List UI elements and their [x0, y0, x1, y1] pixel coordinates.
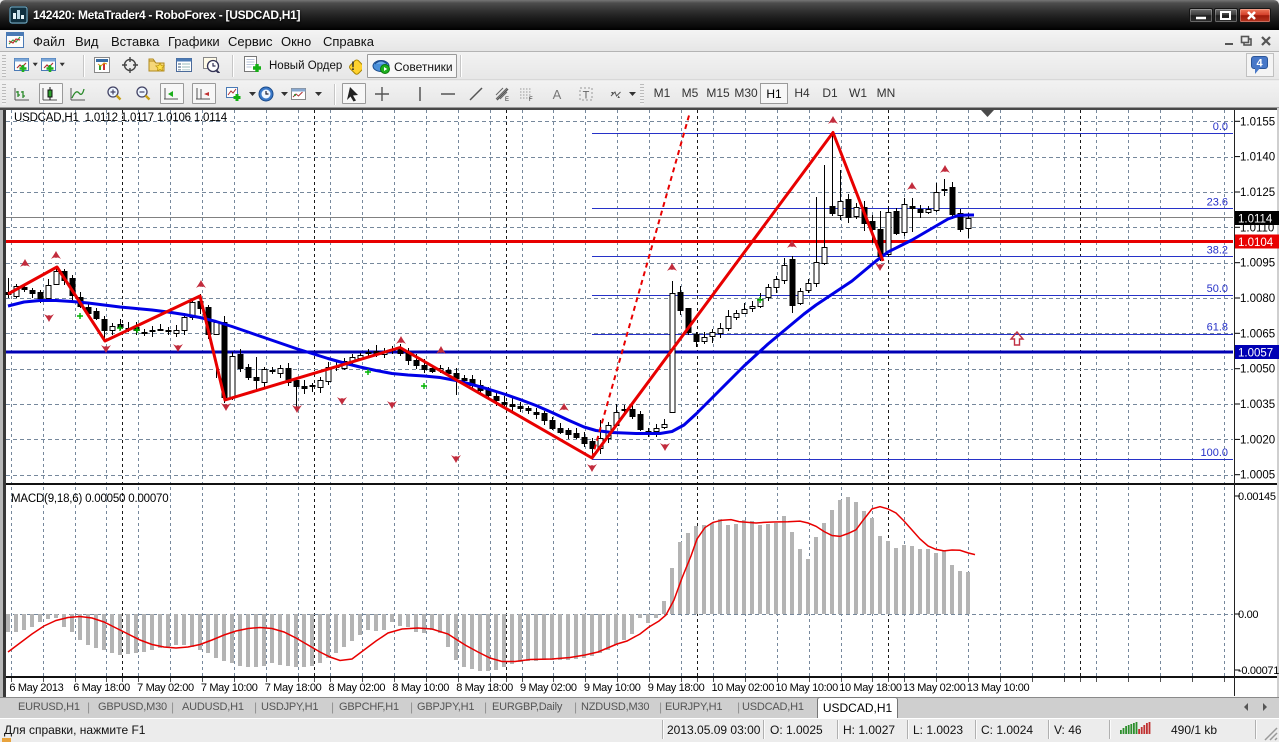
svg-text:100.0: 100.0	[1200, 447, 1228, 459]
svg-text:9 May 02:00: 9 May 02:00	[520, 682, 577, 694]
svg-text:0.0: 0.0	[1213, 121, 1228, 133]
svg-text:8 May 18:00: 8 May 18:00	[456, 682, 513, 694]
svg-text:1.0114: 1.0114	[1238, 214, 1273, 226]
svg-text:0.00: 0.00	[1238, 609, 1258, 621]
svg-text:0.00145: 0.00145	[1238, 491, 1276, 503]
svg-text:!: !	[351, 59, 355, 73]
svg-text:10 May 10:00: 10 May 10:00	[775, 682, 838, 694]
svg-text:1.0140: 1.0140	[1240, 152, 1275, 164]
svg-text:8 May 02:00: 8 May 02:00	[329, 682, 386, 694]
svg-text:1.0057: 1.0057	[1238, 348, 1273, 360]
svg-text:13 May 02:00: 13 May 02:00	[903, 682, 966, 694]
svg-text:7 May 18:00: 7 May 18:00	[265, 682, 322, 694]
svg-text:1.0050: 1.0050	[1240, 364, 1275, 376]
svg-text:10 May 18:00: 10 May 18:00	[839, 682, 902, 694]
svg-text:1.0125: 1.0125	[1240, 187, 1275, 199]
svg-text:A: A	[553, 87, 562, 102]
svg-text:1.0005: 1.0005	[1240, 470, 1275, 482]
svg-text:MACD(9,18,6) 0.00050 0.00070: MACD(9,18,6) 0.00050 0.00070	[11, 493, 168, 505]
svg-text:1.0110: 1.0110	[1240, 222, 1274, 234]
svg-text:61.8: 61.8	[1207, 322, 1228, 334]
svg-text:9 May 10:00: 9 May 10:00	[584, 682, 641, 694]
svg-text:9 May 18:00: 9 May 18:00	[648, 682, 705, 694]
svg-text:6 May 2013: 6 May 2013	[9, 682, 63, 694]
svg-text:USDCAD,H1 1.0112 1.0117 1.010: USDCAD,H1 1.0112 1.0117 1.0106 1.0114	[14, 112, 228, 124]
svg-text:7 May 10:00: 7 May 10:00	[201, 682, 258, 694]
svg-text:-0.00071: -0.00071	[1238, 665, 1279, 677]
svg-text:1.0020: 1.0020	[1240, 434, 1275, 446]
svg-text:1.0104: 1.0104	[1238, 237, 1274, 249]
svg-text:1.0155: 1.0155	[1240, 116, 1275, 128]
svg-text:7 May 02:00: 7 May 02:00	[137, 682, 194, 694]
svg-text:4: 4	[1256, 58, 1263, 70]
svg-text:1.0065: 1.0065	[1240, 328, 1275, 340]
svg-text:E: E	[505, 97, 509, 102]
svg-text:6 May 18:00: 6 May 18:00	[73, 682, 130, 694]
svg-text:50.0: 50.0	[1207, 283, 1228, 295]
svg-text:13 May 10:00: 13 May 10:00	[967, 682, 1030, 694]
svg-text:1.0035: 1.0035	[1240, 399, 1275, 411]
svg-text:F: F	[529, 97, 533, 102]
svg-text:1.0080: 1.0080	[1240, 293, 1275, 305]
svg-text:38.2: 38.2	[1207, 244, 1228, 256]
svg-text:23.6: 23.6	[1207, 196, 1228, 208]
svg-text:1.0095: 1.0095	[1240, 258, 1275, 270]
svg-text:10 May 02:00: 10 May 02:00	[712, 682, 775, 694]
svg-text:8 May 10:00: 8 May 10:00	[392, 682, 449, 694]
svg-text:T: T	[583, 90, 590, 102]
